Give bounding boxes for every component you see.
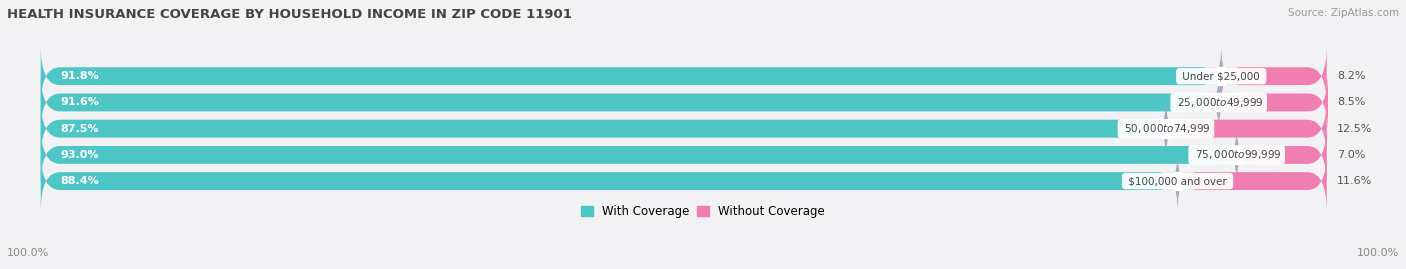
Bar bbox=[1174, 172, 1181, 190]
Bar bbox=[1163, 120, 1170, 137]
Text: 100.0%: 100.0% bbox=[7, 248, 49, 258]
Text: 11.6%: 11.6% bbox=[1337, 176, 1372, 186]
FancyBboxPatch shape bbox=[41, 98, 1166, 159]
Text: $75,000 to $99,999: $75,000 to $99,999 bbox=[1191, 148, 1282, 161]
FancyBboxPatch shape bbox=[41, 125, 1327, 185]
FancyBboxPatch shape bbox=[1178, 151, 1327, 212]
FancyBboxPatch shape bbox=[41, 151, 1327, 212]
Bar bbox=[1233, 146, 1240, 164]
Text: 7.0%: 7.0% bbox=[1337, 150, 1365, 160]
Text: 87.5%: 87.5% bbox=[60, 124, 98, 134]
Text: $100,000 and over: $100,000 and over bbox=[1125, 176, 1230, 186]
Text: HEALTH INSURANCE COVERAGE BY HOUSEHOLD INCOME IN ZIP CODE 11901: HEALTH INSURANCE COVERAGE BY HOUSEHOLD I… bbox=[7, 8, 572, 21]
FancyBboxPatch shape bbox=[1222, 46, 1327, 107]
FancyBboxPatch shape bbox=[1219, 72, 1329, 133]
Text: 88.4%: 88.4% bbox=[60, 176, 98, 186]
Text: 8.2%: 8.2% bbox=[1337, 71, 1365, 81]
FancyBboxPatch shape bbox=[1166, 98, 1327, 159]
FancyBboxPatch shape bbox=[41, 46, 1222, 107]
FancyBboxPatch shape bbox=[1237, 125, 1327, 185]
Bar bbox=[1215, 94, 1223, 111]
Text: 93.0%: 93.0% bbox=[60, 150, 98, 160]
FancyBboxPatch shape bbox=[41, 72, 1327, 133]
FancyBboxPatch shape bbox=[41, 98, 1327, 159]
Legend: With Coverage, Without Coverage: With Coverage, Without Coverage bbox=[576, 200, 830, 223]
FancyBboxPatch shape bbox=[41, 151, 1178, 212]
Text: 91.8%: 91.8% bbox=[60, 71, 98, 81]
Text: Under $25,000: Under $25,000 bbox=[1180, 71, 1263, 81]
Text: 100.0%: 100.0% bbox=[1357, 248, 1399, 258]
FancyBboxPatch shape bbox=[41, 125, 1237, 185]
FancyBboxPatch shape bbox=[41, 46, 1327, 107]
Text: $50,000 to $74,999: $50,000 to $74,999 bbox=[1121, 122, 1211, 135]
Text: $25,000 to $49,999: $25,000 to $49,999 bbox=[1174, 96, 1264, 109]
FancyBboxPatch shape bbox=[41, 72, 1219, 133]
Text: Source: ZipAtlas.com: Source: ZipAtlas.com bbox=[1288, 8, 1399, 18]
Bar bbox=[1218, 67, 1225, 85]
Text: 8.5%: 8.5% bbox=[1337, 97, 1365, 107]
Text: 12.5%: 12.5% bbox=[1337, 124, 1372, 134]
Text: 91.6%: 91.6% bbox=[60, 97, 98, 107]
